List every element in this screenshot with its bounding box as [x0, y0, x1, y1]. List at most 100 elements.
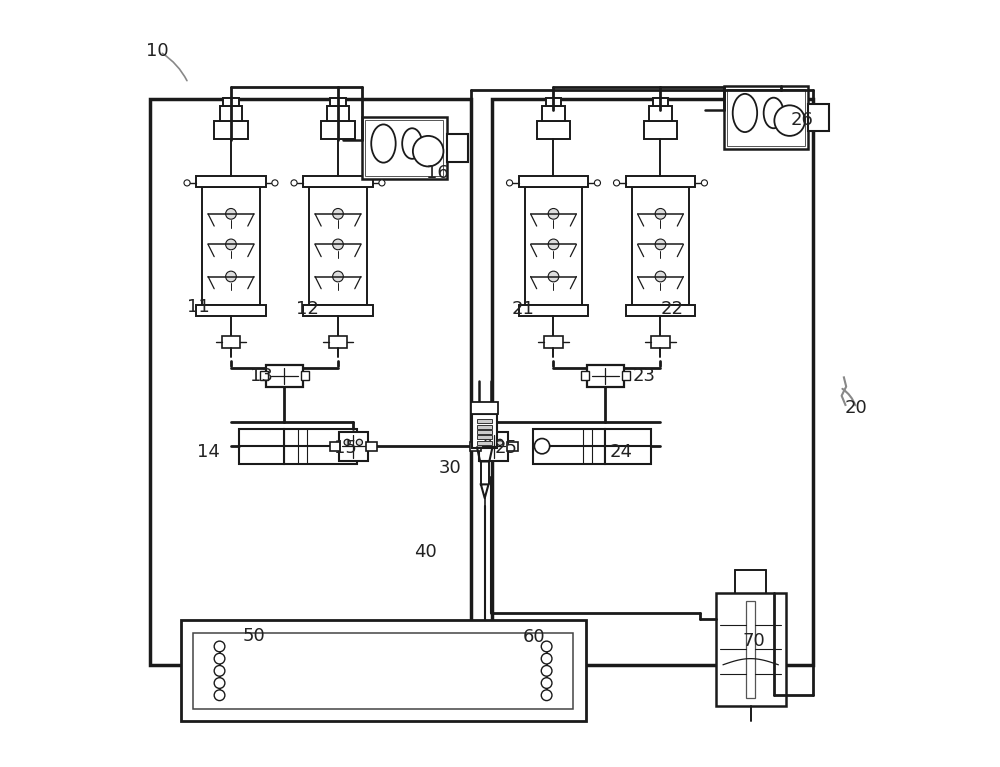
Circle shape	[506, 179, 513, 186]
Bar	[746, 601, 755, 699]
Circle shape	[485, 439, 491, 446]
Bar	[330, 98, 346, 106]
Circle shape	[774, 105, 805, 136]
Bar	[327, 106, 349, 121]
Ellipse shape	[371, 124, 396, 163]
Circle shape	[272, 179, 278, 186]
Bar	[220, 106, 242, 121]
Text: 11: 11	[187, 298, 210, 316]
Bar	[626, 305, 695, 316]
Circle shape	[541, 653, 552, 664]
Bar	[477, 436, 492, 439]
Bar	[519, 305, 588, 316]
Circle shape	[534, 439, 550, 454]
Bar	[214, 121, 248, 140]
Text: 10: 10	[146, 42, 169, 60]
Bar	[622, 371, 630, 380]
Circle shape	[344, 439, 350, 446]
Bar	[330, 442, 340, 451]
Circle shape	[541, 690, 552, 700]
Bar	[651, 336, 670, 348]
Bar	[716, 593, 786, 706]
Bar	[649, 106, 672, 121]
Text: 23: 23	[632, 367, 655, 385]
Text: 12: 12	[296, 300, 319, 318]
Bar	[362, 117, 447, 179]
Bar	[724, 86, 808, 149]
Ellipse shape	[764, 97, 784, 128]
Bar	[477, 441, 492, 445]
Text: 15: 15	[334, 439, 357, 457]
Bar	[727, 89, 805, 146]
Bar	[587, 365, 624, 387]
Bar	[181, 621, 586, 721]
Circle shape	[214, 653, 225, 664]
Bar	[544, 336, 563, 348]
Bar	[260, 371, 268, 380]
Bar	[477, 420, 492, 423]
Bar	[632, 186, 689, 305]
Polygon shape	[477, 448, 492, 462]
Bar	[581, 371, 589, 380]
Bar	[542, 106, 565, 121]
Bar	[546, 98, 561, 106]
Bar	[222, 336, 240, 348]
Circle shape	[613, 179, 620, 186]
Bar	[653, 98, 668, 106]
Text: 26: 26	[790, 111, 813, 129]
Bar	[447, 134, 468, 162]
Bar	[150, 99, 471, 665]
Bar	[525, 186, 582, 305]
Bar	[479, 432, 508, 461]
Circle shape	[548, 239, 559, 250]
Circle shape	[226, 272, 236, 281]
Bar	[239, 429, 284, 464]
Text: 70: 70	[742, 632, 765, 650]
Text: 40: 40	[414, 542, 436, 561]
Bar	[266, 365, 303, 387]
Bar	[492, 99, 813, 665]
Circle shape	[541, 678, 552, 689]
Text: 20: 20	[845, 399, 868, 417]
Text: 22: 22	[660, 300, 683, 318]
Circle shape	[701, 179, 707, 186]
Bar	[471, 402, 498, 414]
Bar	[477, 425, 492, 429]
Bar	[537, 121, 570, 140]
Bar	[303, 305, 373, 316]
Bar	[626, 176, 695, 186]
Text: 14: 14	[197, 443, 220, 461]
Circle shape	[214, 678, 225, 689]
Ellipse shape	[733, 94, 757, 132]
Bar	[301, 371, 309, 380]
Bar	[303, 176, 373, 186]
Bar	[365, 120, 443, 176]
Bar	[223, 98, 239, 106]
Bar	[339, 432, 368, 461]
Bar	[533, 429, 605, 464]
Circle shape	[333, 209, 343, 219]
Circle shape	[291, 179, 297, 186]
Circle shape	[340, 439, 356, 454]
Text: 21: 21	[511, 300, 534, 318]
Circle shape	[226, 209, 236, 219]
Text: 24: 24	[609, 443, 632, 461]
Bar	[329, 336, 347, 348]
Circle shape	[333, 272, 343, 281]
Circle shape	[214, 666, 225, 676]
Circle shape	[214, 641, 225, 652]
Circle shape	[214, 690, 225, 700]
Bar	[605, 429, 651, 464]
Circle shape	[655, 272, 666, 281]
Polygon shape	[481, 485, 489, 498]
Circle shape	[184, 179, 190, 186]
Circle shape	[548, 209, 559, 219]
Text: 16: 16	[426, 164, 449, 183]
Text: 50: 50	[243, 627, 265, 645]
Circle shape	[655, 239, 666, 250]
Bar	[519, 176, 588, 186]
Bar	[196, 176, 266, 186]
Bar	[196, 305, 266, 316]
Bar	[472, 414, 497, 448]
Text: 60: 60	[523, 628, 546, 647]
